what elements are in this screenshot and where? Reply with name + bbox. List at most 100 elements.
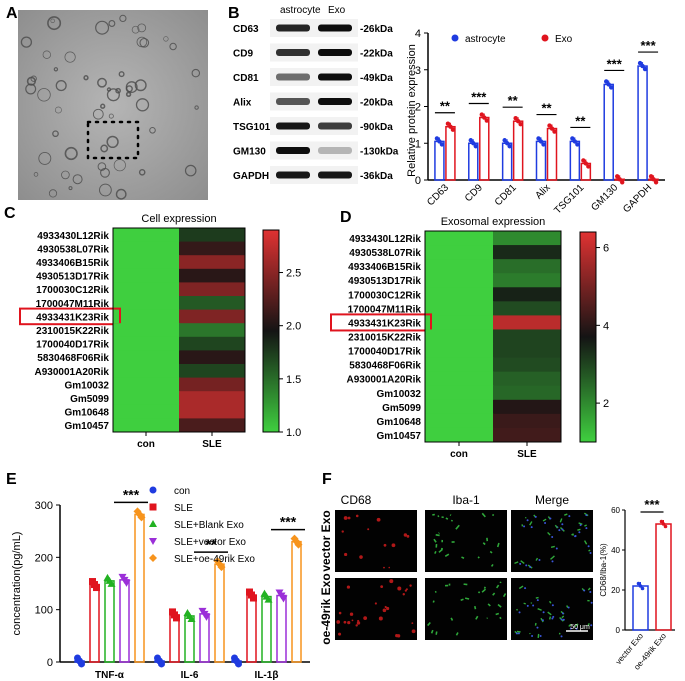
f-cd68-signal bbox=[346, 585, 351, 589]
d-cell bbox=[493, 231, 562, 246]
em-vesicle bbox=[50, 18, 55, 23]
blot-protein-gm130: GM130 bbox=[233, 147, 266, 158]
em-vesicle bbox=[135, 98, 150, 112]
f-iba1-signal bbox=[445, 517, 449, 520]
e-bar-sle-vector-exo-il-6 bbox=[199, 613, 210, 663]
b-bar-exo-cd63 bbox=[445, 125, 456, 181]
e-marker bbox=[149, 554, 157, 562]
d-row-label: Gm10032 bbox=[377, 389, 422, 400]
f-iba1-signal bbox=[489, 550, 493, 554]
c-row-label: 5830468F06Rik bbox=[37, 353, 109, 364]
d-cell bbox=[425, 259, 494, 274]
blot-band-exo bbox=[318, 49, 352, 56]
f-dapi-signal bbox=[524, 587, 527, 590]
c-cell bbox=[113, 228, 180, 243]
b-datapoint bbox=[538, 139, 544, 144]
f-iba1-signal bbox=[481, 512, 486, 518]
em-vesicle bbox=[106, 88, 120, 102]
blot-lane-bg bbox=[270, 19, 358, 37]
em-vesicle bbox=[25, 83, 37, 95]
f-dapi-signal bbox=[575, 627, 578, 630]
em-vesicle bbox=[20, 36, 33, 48]
blot-protein-cd9: CD9 bbox=[233, 49, 253, 60]
f-iba1-signal bbox=[502, 593, 507, 598]
e-y-tick-label: 300 bbox=[35, 500, 53, 512]
b-bar-exo-alix bbox=[546, 127, 558, 181]
blot-band-exo bbox=[318, 24, 352, 32]
c-cell bbox=[179, 241, 246, 256]
e-bar-sle-blank-exo-il-1 bbox=[261, 595, 272, 663]
d-highlight-box bbox=[330, 313, 432, 332]
f-dapi-signal bbox=[552, 615, 555, 618]
f-iba1-signal bbox=[475, 615, 479, 620]
em-vesicle bbox=[72, 174, 83, 185]
b-datapoint bbox=[620, 180, 625, 185]
f-dapi-signal bbox=[538, 559, 541, 562]
d-cell bbox=[425, 245, 494, 260]
f-dapi-signal bbox=[561, 528, 564, 531]
e-y-tick-label: 200 bbox=[35, 552, 53, 564]
f-dapi-signal bbox=[529, 566, 532, 569]
blot-band-exo bbox=[318, 147, 352, 154]
d-cell bbox=[425, 385, 494, 401]
f-iba1-signal bbox=[455, 524, 460, 530]
f-merge-signal bbox=[520, 560, 525, 564]
f-iba1-signal bbox=[487, 603, 491, 607]
e-marker bbox=[235, 660, 242, 668]
d-row-label: A930001A20Rik bbox=[347, 375, 422, 386]
em-vesicle bbox=[53, 67, 59, 72]
d-row-label: 4933406B15Rik bbox=[348, 262, 421, 273]
b-sig-alix: ** bbox=[541, 101, 552, 116]
f-iba1-signal bbox=[455, 632, 459, 636]
b-datapoint bbox=[513, 116, 518, 121]
f-dapi-signal bbox=[551, 536, 554, 539]
e-marker bbox=[137, 513, 146, 522]
f-dapi-signal bbox=[526, 519, 529, 522]
e-bar-sle-vector-exo-il-1 bbox=[276, 594, 287, 663]
c-cell bbox=[113, 282, 180, 297]
b-datapoint bbox=[434, 136, 440, 141]
blot-band-astrocyte bbox=[276, 122, 310, 130]
f-cd68-signal bbox=[406, 534, 410, 538]
f-merge-signal bbox=[550, 555, 555, 560]
c-cell bbox=[179, 268, 246, 283]
f-y-axis-label: CD68/Iba-1(%) bbox=[599, 543, 608, 597]
em-vesicle bbox=[136, 36, 148, 48]
e-marker bbox=[107, 579, 116, 587]
b-x-tick-tsg101: TSG101 bbox=[552, 182, 586, 216]
blot-size-cd9: -22kDa bbox=[360, 49, 393, 60]
c-row-label: 1700047M11Rik bbox=[36, 299, 110, 310]
em-vesicle bbox=[113, 159, 126, 172]
c-cell bbox=[113, 391, 180, 406]
blot-protein-cd81: CD81 bbox=[233, 73, 259, 84]
f-merge-signal bbox=[588, 549, 591, 552]
protein-expression-chart: 0 1 2 3 4 Relative protein expression ** CD63 **… bbox=[406, 28, 665, 216]
cell-expression-heatmap: Cell expression 4933430L12Rik 4930538L07Ri… bbox=[19, 213, 301, 450]
f-iba1-signal bbox=[483, 586, 486, 589]
b-datapoint bbox=[617, 177, 622, 182]
f-cd68-signal bbox=[338, 611, 342, 615]
c-cell bbox=[113, 268, 180, 283]
f-dapi-signal bbox=[589, 551, 592, 554]
e-bar-sle-oe-49rik-exo-tnf bbox=[134, 513, 145, 663]
f-micrograph bbox=[425, 578, 507, 640]
c-col-con: con bbox=[137, 439, 155, 450]
f-cd68-signal bbox=[383, 566, 385, 569]
panel-letter-e: E bbox=[6, 471, 17, 488]
f-cd68-signal bbox=[382, 608, 387, 613]
em-vesicle bbox=[48, 189, 58, 198]
f-iba1-signal bbox=[474, 605, 477, 610]
e-legend-con: con bbox=[174, 486, 190, 497]
blot-band-exo bbox=[318, 73, 352, 81]
b-datapoint bbox=[651, 177, 656, 182]
f-cd68-signal bbox=[359, 555, 363, 559]
em-vesicle bbox=[163, 36, 169, 42]
em-vesicle bbox=[47, 16, 62, 31]
b-datapoint bbox=[583, 161, 589, 166]
b-legend-exo: Exo bbox=[555, 34, 573, 45]
b-x-tick-cd81: CD81 bbox=[493, 182, 519, 208]
f-dapi-signal bbox=[551, 560, 554, 563]
b-datapoint bbox=[473, 144, 478, 149]
d-cell bbox=[425, 371, 494, 387]
f-y-tick-label: 40 bbox=[611, 546, 620, 555]
